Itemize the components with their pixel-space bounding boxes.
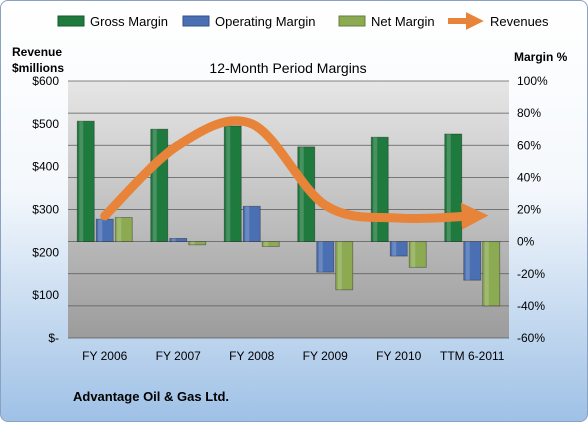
net-margin-bar-highlight [264,241,269,247]
y-left-tick-label: $100 [32,288,59,302]
y-left-tick-label: $400 [32,160,59,174]
operating-margin-bar-highlight [465,241,470,281]
net-margin-bar-highlight [484,241,489,306]
legend-item-operating-margin: Operating Margin [182,14,315,29]
operating-margin-bar [169,238,188,243]
gross-margin-bar-highlight [299,146,304,242]
operating-margin-bar-highlight [245,206,250,242]
y-left-title-line1: Revenue [12,45,62,59]
gross-margin-bar-highlight [446,134,451,242]
y-left-tick-labels: $- $100 $200 $300 $400 $500 $600 [32,74,59,345]
y-right-tick-label: -60% [517,331,545,345]
x-tick-label: FY 2008 [229,349,274,363]
gridlines [68,80,509,339]
net-margin-bar [114,217,133,243]
x-tick-label: FY 2007 [156,349,201,363]
operating-margin-bar [316,241,335,273]
operating-margin-bar-highlight [318,241,323,273]
net-margin-bar [335,241,354,291]
revenue-series [100,116,489,230]
y-right-tick-label: 80% [517,106,541,120]
legend-label-gross-margin: Gross Margin [90,14,168,29]
net-margin-bar [188,241,207,246]
y-right-tick-label: 40% [517,170,541,184]
gross-margin-bar-highlight [226,125,231,242]
y-right-tick-label: 20% [517,203,541,217]
y-left-tick-label: $500 [32,117,59,131]
operating-margin-bar [389,241,408,257]
operating-margin-bar [463,241,482,281]
gross-margin-bar-highlight [152,129,157,242]
y-left-tick-label: $300 [32,203,59,217]
operating-margin-bar-highlight [98,219,103,242]
operating-margin-bar [242,205,261,243]
gross-margin-bar [76,120,95,243]
gross-margin-bar-highlight [373,137,378,242]
y-right-title: Margin % [514,50,568,64]
y-right-tick-label: -40% [517,299,545,313]
legend-item-net-margin: Net Margin [338,14,435,29]
legend-item-gross-margin: Gross Margin [57,14,168,29]
legend-label-net-margin: Net Margin [371,14,435,29]
operating-margin-bar-highlight [392,241,397,257]
chart-title: 12-Month Period Margins [209,60,366,76]
x-tick-label: FY 2009 [303,349,348,363]
legend-label-revenues: Revenues [490,14,549,29]
legend: Gross Margin Operating Margin Net Margin… [57,12,549,30]
y-right-tick-label: -20% [517,267,545,281]
legend-item-revenues: Revenues [448,12,549,30]
operating-margin-bar-highlight [171,238,176,242]
x-tick-label: FY 2006 [82,349,127,363]
net-margin-bar-highlight [411,241,416,268]
y-right-tick-labels: -60% -40% -20% 0% 20% 40% 60% 80% 100% [517,74,548,345]
net-margin-bar [482,241,501,307]
net-margin-bar [408,241,427,268]
x-tick-labels: FY 2006 FY 2007 FY 2008 FY 2009 FY 2010 TTM 6… [82,349,505,363]
net-margin-bar-highlight [190,241,195,245]
y-left-tick-label: $- [48,331,59,345]
x-tick-label: FY 2010 [376,349,421,363]
y-right-tick-label: 0% [517,235,535,249]
legend-label-operating-margin: Operating Margin [215,14,315,29]
company-name: Advantage Oil & Gas Ltd. [73,389,230,404]
bar-series [76,120,501,307]
net-margin-bar-highlight [337,241,342,290]
y-left-tick-label: $200 [32,245,59,259]
gross-margin-bar-highlight [79,121,84,242]
revenues-line [100,116,489,230]
net-margin-bar [261,241,280,247]
x-tick-label: TTM 6-2011 [440,349,505,363]
net-margin-bar-highlight [117,217,122,242]
y-left-title-line2: $millions [12,61,64,75]
y-right-tick-label: 60% [517,138,541,152]
y-left-tick-label: $600 [32,74,59,88]
y-right-tick-label: 100% [517,74,548,88]
gross-margin-bar [223,125,242,243]
